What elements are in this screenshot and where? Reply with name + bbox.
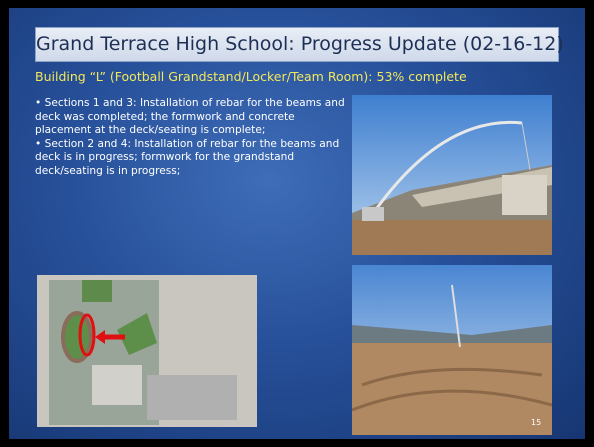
page-number: 15 — [531, 418, 541, 427]
bullet: Sections 1 and 3: Installation of rebar … — [35, 97, 353, 138]
site-photo — [352, 265, 552, 435]
site-plan — [37, 275, 257, 427]
bullet: Section 2 and 4: Installation of rebar f… — [35, 138, 353, 179]
slide-subtitle: Building “L” (Football Grandstand/Locker… — [35, 69, 467, 84]
slide: Grand Terrace High School: Progress Upda… — [9, 8, 585, 439]
grandstand-photo — [352, 95, 552, 255]
bullet-list: Sections 1 and 3: Installation of rebar … — [35, 97, 353, 179]
slide-title: Grand Terrace High School: Progress Upda… — [35, 27, 559, 62]
